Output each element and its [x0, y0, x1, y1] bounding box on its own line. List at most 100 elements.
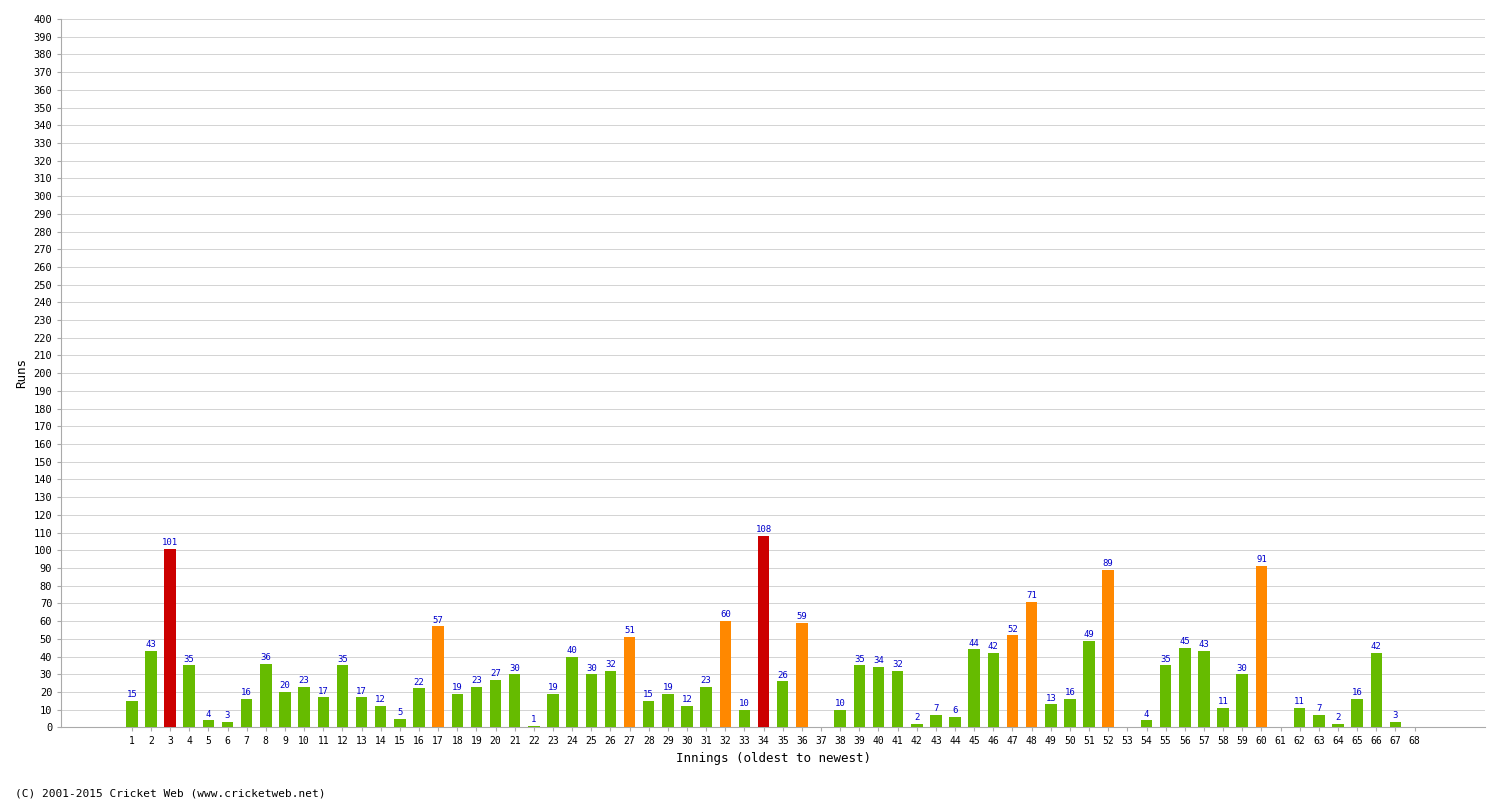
- Text: 12: 12: [375, 695, 386, 704]
- Text: 15: 15: [126, 690, 136, 699]
- Bar: [1064, 699, 1076, 727]
- Text: 16: 16: [1065, 688, 1076, 698]
- Bar: [1256, 566, 1268, 727]
- Text: 43: 43: [1198, 641, 1209, 650]
- Text: 52: 52: [1007, 625, 1019, 634]
- Text: 30: 30: [586, 663, 597, 673]
- Bar: [1312, 715, 1324, 727]
- Text: 11: 11: [1218, 697, 1228, 706]
- Bar: [356, 698, 368, 727]
- Bar: [336, 666, 348, 727]
- Text: 32: 32: [604, 660, 616, 669]
- Bar: [1218, 708, 1228, 727]
- Text: 49: 49: [1083, 630, 1095, 639]
- Bar: [432, 626, 444, 727]
- Bar: [222, 722, 234, 727]
- Text: 23: 23: [298, 676, 309, 685]
- Bar: [758, 536, 770, 727]
- Text: 16: 16: [1352, 688, 1362, 698]
- Text: (C) 2001-2015 Cricket Web (www.cricketweb.net): (C) 2001-2015 Cricket Web (www.cricketwe…: [15, 788, 326, 798]
- Text: 5: 5: [398, 708, 402, 717]
- Text: 13: 13: [1046, 694, 1056, 702]
- Bar: [202, 720, 214, 727]
- Bar: [681, 706, 693, 727]
- Text: 6: 6: [952, 706, 957, 715]
- Bar: [700, 686, 712, 727]
- Bar: [548, 694, 558, 727]
- Bar: [1160, 666, 1172, 727]
- Text: 19: 19: [663, 683, 674, 692]
- Text: 19: 19: [452, 683, 462, 692]
- Text: 32: 32: [892, 660, 903, 669]
- Bar: [604, 670, 616, 727]
- Text: 7: 7: [1316, 704, 1322, 714]
- Text: 35: 35: [338, 654, 348, 664]
- Bar: [834, 710, 846, 727]
- Text: 4: 4: [206, 710, 212, 718]
- Text: 23: 23: [471, 676, 482, 685]
- Text: 108: 108: [756, 526, 771, 534]
- Text: 35: 35: [184, 654, 195, 664]
- Text: 1: 1: [531, 715, 537, 724]
- Text: 3: 3: [225, 711, 230, 720]
- Bar: [624, 637, 636, 727]
- Text: 35: 35: [1161, 654, 1172, 664]
- Text: 34: 34: [873, 657, 883, 666]
- Text: 26: 26: [777, 670, 788, 679]
- Bar: [950, 717, 962, 727]
- Bar: [394, 718, 405, 727]
- Text: 7: 7: [933, 704, 939, 714]
- Bar: [1294, 708, 1305, 727]
- Text: 10: 10: [740, 699, 750, 708]
- Bar: [260, 664, 272, 727]
- Bar: [509, 674, 520, 727]
- Text: 91: 91: [1256, 555, 1268, 565]
- Bar: [1389, 722, 1401, 727]
- Text: 22: 22: [414, 678, 424, 686]
- Bar: [1332, 724, 1344, 727]
- Bar: [969, 650, 980, 727]
- Text: 43: 43: [146, 641, 156, 650]
- Text: 23: 23: [700, 676, 711, 685]
- Text: 44: 44: [969, 638, 980, 648]
- Bar: [738, 710, 750, 727]
- Text: 20: 20: [279, 682, 291, 690]
- Bar: [662, 694, 674, 727]
- Text: 16: 16: [242, 688, 252, 698]
- Bar: [987, 653, 999, 727]
- Bar: [585, 674, 597, 727]
- Bar: [1371, 653, 1382, 727]
- Bar: [892, 670, 903, 727]
- Text: 57: 57: [432, 616, 444, 625]
- Bar: [1046, 704, 1056, 727]
- Bar: [1026, 602, 1038, 727]
- Text: 19: 19: [548, 683, 558, 692]
- Bar: [126, 701, 138, 727]
- Bar: [318, 698, 328, 727]
- Text: 17: 17: [356, 686, 368, 695]
- Bar: [1236, 674, 1248, 727]
- Bar: [1007, 635, 1019, 727]
- Bar: [910, 724, 922, 727]
- Text: 30: 30: [510, 663, 520, 673]
- Text: 42: 42: [988, 642, 999, 651]
- Text: 3: 3: [1392, 711, 1398, 720]
- Text: 35: 35: [853, 654, 864, 664]
- Text: 89: 89: [1102, 559, 1113, 568]
- Bar: [146, 651, 156, 727]
- Y-axis label: Runs: Runs: [15, 358, 28, 388]
- Text: 101: 101: [162, 538, 178, 546]
- Bar: [1179, 648, 1191, 727]
- Text: 2: 2: [1335, 713, 1341, 722]
- Bar: [1352, 699, 1364, 727]
- Bar: [279, 692, 291, 727]
- Bar: [165, 549, 176, 727]
- Text: 51: 51: [624, 626, 634, 635]
- Text: 15: 15: [644, 690, 654, 699]
- Bar: [471, 686, 482, 727]
- Text: 12: 12: [681, 695, 693, 704]
- Bar: [1102, 570, 1114, 727]
- Text: 59: 59: [796, 612, 807, 621]
- Bar: [183, 666, 195, 727]
- Bar: [796, 623, 807, 727]
